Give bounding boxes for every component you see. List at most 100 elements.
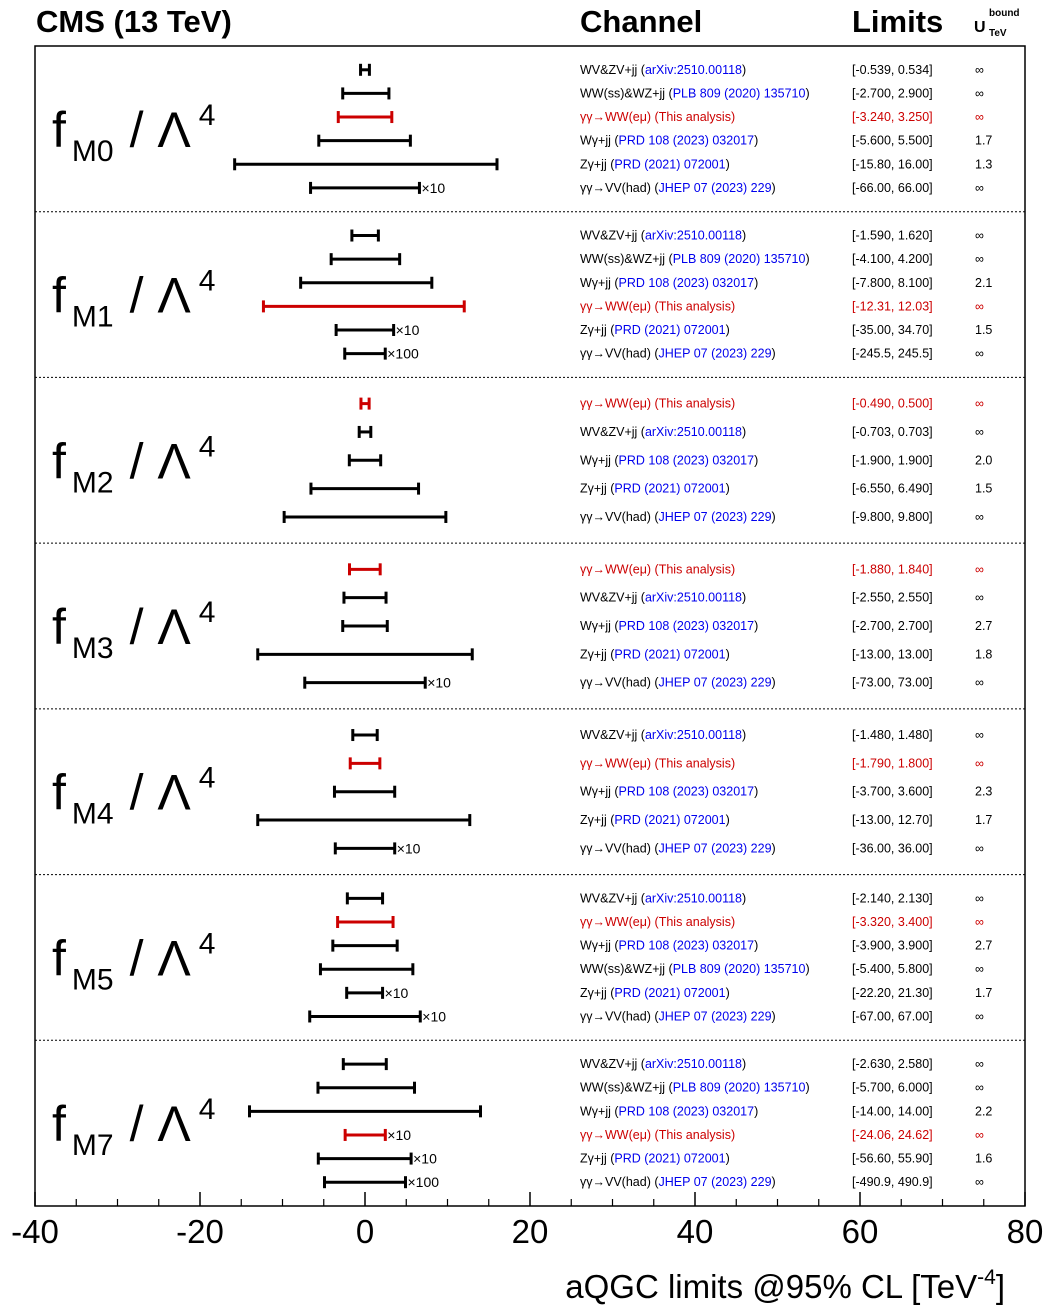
limits-value: [-2.140, 2.130] [852,891,933,905]
channel-label: Zγ+jj (PRD (2021) 072001) [580,813,730,827]
limits-value: [-1.790, 1.800] [852,756,933,770]
limit-row: Zγ+jj (PRD (2021) 072001) [-13.00, 13.00]… [256,647,992,661]
channel-label: Wγ+jj (PRD 108 (2023) 032017) [580,134,758,148]
channel-label: γγ→WW(eμ) (This analysis) [580,915,735,929]
ubound-value: 2.7 [975,619,992,633]
limits-value: [-14.00, 14.00] [852,1104,933,1118]
channel-label: Wγ+jj (PRD 108 (2023) 032017) [580,276,758,290]
limit-row: ×100 γγ→VV(had) (JHEP 07 (2023) 229) [-490… [323,1174,984,1190]
channel-close-paren: ) [772,1175,776,1189]
ubound-value: 1.5 [975,482,992,496]
panel-m3: f M3 / Λ 4 γγ→WW(eμ) (This analysis) [-1.880,… [35,542,1025,691]
channel-label: WV&ZV+jj (arXiv:2510.00118) [580,891,746,905]
channel-close-paren: ) [754,276,758,290]
limits-value: [-22.20, 21.30] [852,986,933,1000]
channel-name: γγ→VV(had) ( [580,841,659,855]
channel-close-paren: ) [805,252,809,266]
ubound-value: ∞ [975,1009,984,1023]
limits-value: [-3.900, 3.900] [852,939,933,953]
channel-name: WV&ZV+jj ( [580,728,646,742]
limits-value: [-6.550, 6.490] [852,482,933,496]
channel-close-paren: ) [754,1104,758,1118]
channel-reference: PRD (2021) 072001 [614,647,725,661]
channel-close-paren: ) [726,986,730,1000]
panel-m2: f M2 / Λ 4 γγ→WW(eμ) (This analysis) [-0.490,… [35,376,1025,524]
scale-factor-label: ×10 [427,675,451,691]
channel-reference: PRD 108 (2023) 032017 [619,619,755,633]
coefficient-subscript: M3 [72,632,114,665]
limit-row: WV&ZV+jj (arXiv:2510.00118) [-1.590, 1.62… [350,229,984,243]
limit-row: WV&ZV+jj (arXiv:2510.00118) [-2.140, 2.13… [345,891,984,905]
x-axis: -40 -20 0 20 40 60 80 [11,1192,1043,1250]
channel-reference: JHEP 07 (2023) 229 [659,676,772,690]
limit-row: Wγ+jj (PRD 108 (2023) 032017) [-3.700, 3.… [332,785,992,799]
channel-close-paren: ) [805,962,809,976]
channel-label: Wγ+jj (PRD 108 (2023) 032017) [580,1104,758,1118]
limit-row: Wγ+jj (PRD 108 (2023) 032017) [-1.900, 1.… [347,453,992,467]
limit-row: Wγ+jj (PRD 108 (2023) 032017) [-3.900, 3.… [331,939,992,953]
ubound-value: ∞ [975,63,984,77]
channel-close-paren: ) [754,785,758,799]
limits-value: [-4.100, 4.200] [852,252,933,266]
channel-label: Wγ+jj (PRD 108 (2023) 032017) [580,939,758,953]
channel-close-paren: ) [726,647,730,661]
channel-label: WV&ZV+jj (arXiv:2510.00118) [580,728,746,742]
channel-name: Wγ+jj ( [580,619,619,633]
channel-name: Zγ+jj ( [580,482,615,496]
limits-value: [-2.630, 2.580] [852,1057,933,1071]
ubound-value: ∞ [975,252,984,266]
scale-factor-label: ×10 [422,1008,446,1024]
channel-label: Zγ+jj (PRD (2021) 072001) [580,157,730,171]
channel-name: WW(ss)&WZ+jj ( [580,86,674,100]
ubound-value: 1.7 [975,813,992,827]
ubound-value: 2.1 [975,276,992,290]
channel-label: Zγ+jj (PRD (2021) 072001) [580,323,730,337]
limit-row: γγ→WW(eμ) (This analysis) [-1.880, 1.840]… [347,562,984,576]
channel-name: Zγ+jj ( [580,1152,615,1166]
channel-name: Wγ+jj ( [580,939,619,953]
coefficient-subscript: M0 [72,135,114,168]
channel-reference: PLB 809 (2020) 135710 [673,86,806,100]
ubound-value: ∞ [975,229,984,243]
ubound-value: ∞ [975,962,984,976]
channel-name: WW(ss)&WZ+jj ( [580,252,674,266]
coefficient-power: 4 [199,927,216,960]
limit-row: Wγ+jj (PRD 108 (2023) 032017) [-7.800, 8.… [299,276,992,290]
channel-close-paren: ) [742,891,746,905]
ubound-value: 1.7 [975,986,992,1000]
coefficient-subscript: M4 [72,798,114,831]
x-tick-label: 0 [356,1213,374,1250]
channel-name: γγ→VV(had) ( [580,1009,659,1023]
channel-reference: PLB 809 (2020) 135710 [673,962,806,976]
x-tick-label: 60 [842,1213,879,1250]
limit-row: ×10 γγ→VV(had) (JHEP 07 (2023) 229) [-66.0… [309,180,984,196]
channel-name: WV&ZV+jj ( [580,1057,646,1071]
limit-row: WW(ss)&WZ+jj (PLB 809 (2020) 135710) [-5.… [318,962,984,976]
channel-close-paren: ) [726,1152,730,1166]
channel-name: WV&ZV+jj ( [580,425,646,439]
limit-row: γγ→WW(eμ) (This analysis) [-3.240, 3.250]… [336,110,984,124]
limit-row: ×10 Zγ+jj (PRD (2021) 072001) [-22.20, 21.… [345,985,992,1001]
channel-close-paren: ) [742,229,746,243]
scale-factor-label: ×100 [407,1174,439,1190]
channel-label: Zγ+jj (PRD (2021) 072001) [580,482,730,496]
channel-reference: PRD 108 (2023) 032017 [619,939,755,953]
limit-row: ×10 γγ→VV(had) (JHEP 07 (2023) 229) [-73.0… [303,675,984,691]
ubound-symbol: U [974,19,986,36]
ubound-value: ∞ [975,756,984,770]
ubound-value: ∞ [975,86,984,100]
ubound-value: ∞ [975,1128,984,1142]
limit-row: Zγ+jj (PRD (2021) 072001) [-13.00, 12.70]… [256,813,992,827]
limits-value: [-36.00, 36.00] [852,841,933,855]
x-axis-label: aQGC limits @95% CL [TeV-4] [565,1266,1005,1305]
panels-layer: f M0/ Λ 4WV&ZV+jj (arXiv:2510.00118) [-0.53… [35,63,1025,1190]
panel-m0: f M0 / Λ 4 WV&ZV+jj (arXiv:2510.00118) [-0.53… [52,63,992,196]
channel-label: WW(ss)&WZ+jj (PLB 809 (2020) 135710) [580,1081,810,1095]
channel-close-paren: ) [726,157,730,171]
channel-label: Wγ+jj (PRD 108 (2023) 032017) [580,453,758,467]
limits-value: [-3.240, 3.250] [852,110,933,124]
channel-label: WV&ZV+jj (arXiv:2510.00118) [580,1057,746,1071]
x-axis-label-power: -4 [977,1266,996,1289]
